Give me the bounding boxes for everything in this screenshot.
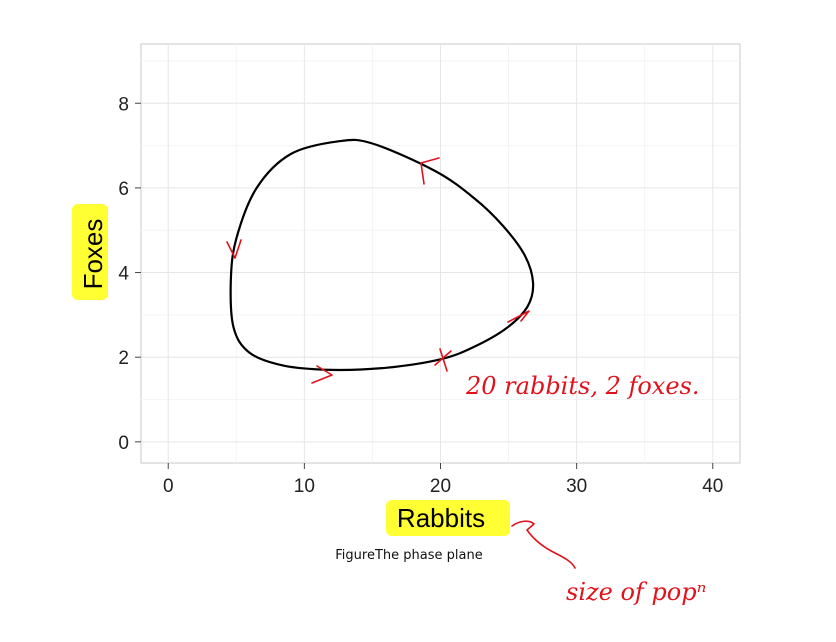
y-tick-label: 0 (118, 433, 129, 454)
y-tick-label: 2 (118, 348, 129, 369)
x-tick-label: 40 (702, 476, 723, 497)
handwritten-note-point: 20 rabbits, 2 foxes. (465, 372, 699, 400)
x-tick-label: 10 (294, 476, 315, 497)
x-axis-title: Rabbits (397, 503, 485, 533)
x-tick-label: 20 (430, 476, 451, 497)
direction-arrow-left (226, 239, 242, 259)
x-tick-label: 0 (163, 476, 174, 497)
phase-orbit-line (229, 138, 535, 372)
y-tick-label: 4 (118, 264, 129, 285)
handwritten-note-size: size of popⁿ (566, 578, 706, 606)
x-tick-label: 30 (566, 476, 587, 497)
y-axis-ticks: 0 2 4 6 8 (118, 94, 141, 454)
xlabel-highlight (386, 500, 510, 536)
y-tick-label: 6 (118, 179, 129, 200)
handwritten-annotations (226, 157, 576, 569)
direction-arrow-right (507, 310, 530, 323)
caption-label: Figure (335, 548, 375, 563)
grid-lines (141, 44, 740, 463)
direction-arrow-top (420, 157, 440, 185)
plot-panel (140, 43, 741, 464)
point-mark-x (434, 348, 452, 372)
ylabel-highlight (72, 204, 108, 300)
y-axis-title: Foxes (78, 219, 108, 290)
x-axis-ticks: 0 10 20 30 40 (163, 463, 723, 497)
y-tick-label: 8 (118, 94, 129, 115)
figure-caption: FigureThe phase plane (335, 548, 482, 563)
caption-text: The phase plane (374, 548, 483, 563)
bracket-squiggle (511, 520, 576, 569)
direction-arrow-bottom (311, 365, 333, 384)
